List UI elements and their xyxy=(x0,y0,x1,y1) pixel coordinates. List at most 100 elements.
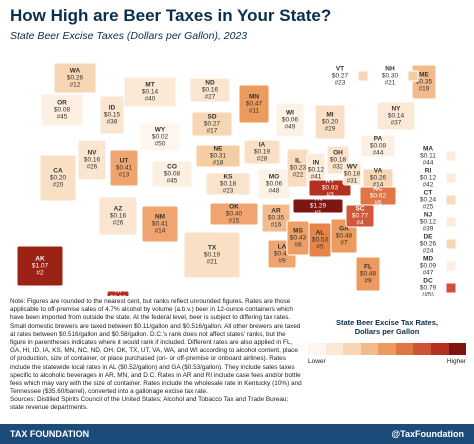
state-abbr: DE xyxy=(423,234,433,241)
state-rank: #27 xyxy=(205,94,216,101)
state-shape xyxy=(109,149,139,187)
state-shape xyxy=(345,204,375,228)
state-abbr: OK xyxy=(229,204,239,211)
legend-scale xyxy=(308,342,467,355)
state-tax: $0.11 xyxy=(420,153,436,160)
state-abbr: AK xyxy=(35,256,45,263)
state-tax: $0.26 xyxy=(370,175,387,182)
state-shape xyxy=(141,205,179,243)
state-abbr: AZ xyxy=(114,206,123,213)
state-rank: #1 xyxy=(314,210,322,217)
legend-swatch xyxy=(325,342,344,355)
subtitle: State Beer Excise Taxes (Dollars per Gal… xyxy=(10,30,248,42)
legend-title-line: State Beer Excise Tax Rates, xyxy=(335,318,438,327)
state-shape xyxy=(191,111,233,137)
state-shape xyxy=(39,154,77,202)
state-rank: #45 xyxy=(57,114,68,121)
state-rank: #44 xyxy=(423,160,434,167)
state-shape xyxy=(292,198,344,214)
state-abbr: RI xyxy=(425,168,432,175)
state-tax: $0.12 xyxy=(420,175,437,182)
state-abbr: NM xyxy=(155,214,165,221)
state-rank: #4 xyxy=(356,220,364,227)
state-tax: $0.53 xyxy=(312,237,329,244)
state-rank: #11 xyxy=(249,108,260,115)
state-rank: #44 xyxy=(373,150,384,157)
state-abbr: MO xyxy=(269,174,279,181)
footer: TAX FOUNDATION @TaxFoundation xyxy=(0,424,474,444)
state-abbr: MA xyxy=(423,146,433,153)
state-abbr: UT xyxy=(120,158,129,165)
state-rank: (#5) xyxy=(422,292,434,296)
state-tax: $0.20 xyxy=(322,119,339,126)
state-shape xyxy=(205,172,251,196)
state-rank: #24 xyxy=(423,248,434,255)
state-abbr: VT xyxy=(336,66,344,73)
legend: State Beer Excise Tax Rates, Dollars per … xyxy=(308,318,467,365)
state-tax: $0.08 xyxy=(54,107,71,114)
state-tax: $0.16 xyxy=(84,157,101,164)
state-swatch xyxy=(445,216,457,228)
state-rank: #40 xyxy=(145,96,156,103)
state-abbr: ME xyxy=(419,72,429,79)
state-swatch xyxy=(407,70,419,82)
state-abbr: VA xyxy=(374,168,383,175)
state-rank: #26 xyxy=(113,220,124,227)
state-rank: #6 xyxy=(374,200,382,207)
state-shape xyxy=(40,93,84,127)
legend-ends: Lower Higher xyxy=(308,358,466,365)
state-tax: $0.24 xyxy=(420,197,437,204)
state-tax: $0.79 xyxy=(420,285,437,292)
state-shape xyxy=(139,122,181,152)
state-rank: #38 xyxy=(107,119,118,126)
legend-swatch xyxy=(395,342,414,355)
state-abbr: IL xyxy=(295,158,301,165)
state-shape xyxy=(209,202,259,226)
state-swatch xyxy=(445,172,457,184)
state-rank: #18 xyxy=(213,160,224,167)
state-tax: $0.19 xyxy=(204,252,221,259)
state-rank: #9 xyxy=(364,278,372,285)
state-tax: $0.02 xyxy=(152,134,169,141)
state-abbr: MT xyxy=(145,82,154,89)
state-abbr: CO xyxy=(167,164,177,171)
legend-title: State Beer Excise Tax Rates, Dollars per … xyxy=(308,318,466,337)
footer-handle[interactable]: @TaxFoundation xyxy=(391,429,464,439)
state-rank: #23 xyxy=(223,188,234,195)
state-tax: $0.41 xyxy=(152,221,169,228)
state-tax: $0.12 xyxy=(308,167,325,174)
state-abbr: NH xyxy=(385,66,395,73)
state-abbr: SD xyxy=(207,114,216,121)
state-rank: #5 xyxy=(316,244,324,251)
legend-swatch xyxy=(413,342,431,355)
state-abbr: IA xyxy=(259,142,266,149)
state-rank: #16 xyxy=(271,222,282,229)
state-rank: #9 xyxy=(278,258,286,265)
state-abbr: MD xyxy=(423,256,433,263)
state-abbr: NJ xyxy=(424,212,433,219)
state-swatch xyxy=(445,260,457,272)
legend-swatch xyxy=(308,342,326,355)
legend-low: Lower xyxy=(308,357,326,365)
state-abbr: WA xyxy=(70,68,81,75)
map: WA$0.26#12OR$0.08#45CA$0.20#20NV$0.16#26… xyxy=(16,62,457,296)
state-tax: $0.27 xyxy=(332,73,349,80)
state-abbr: NV xyxy=(87,150,97,157)
state-shape xyxy=(77,139,107,181)
state-rank: #41 xyxy=(311,174,322,181)
state-shape xyxy=(98,196,138,236)
state-abbr: WY xyxy=(155,127,166,134)
state-shape xyxy=(53,62,97,94)
state-tax: $0.16 xyxy=(110,213,127,220)
state-tax: $0.06 xyxy=(266,181,283,188)
state-shape xyxy=(275,102,305,138)
state-rank: #29 xyxy=(325,126,336,133)
state-tax: $0.31 xyxy=(210,153,227,160)
state-tax: $0.12 xyxy=(420,219,437,226)
state-rank: #28 xyxy=(257,156,268,163)
state-tax: $0.93 xyxy=(110,295,127,296)
state-tax: $0.26 xyxy=(420,241,437,248)
legend-swatch xyxy=(448,342,467,355)
state-rank: #14 xyxy=(155,228,166,235)
